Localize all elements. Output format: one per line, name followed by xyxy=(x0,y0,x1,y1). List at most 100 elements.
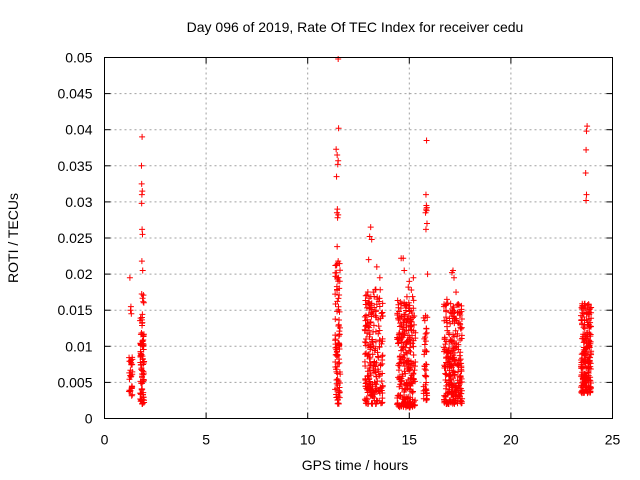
data-point xyxy=(448,391,455,398)
data-point xyxy=(370,322,377,329)
data-points xyxy=(126,55,595,411)
data-point xyxy=(455,389,462,396)
data-point xyxy=(369,351,376,358)
data-point xyxy=(402,339,409,346)
data-point xyxy=(578,351,585,358)
data-point xyxy=(336,341,343,348)
data-point xyxy=(368,313,375,320)
data-point xyxy=(395,362,402,369)
data-point xyxy=(335,400,342,407)
data-point xyxy=(404,357,411,364)
data-point xyxy=(365,300,372,307)
data-point xyxy=(407,366,414,373)
data-point xyxy=(369,306,376,313)
data-point xyxy=(406,308,413,315)
data-point xyxy=(402,307,409,314)
data-point xyxy=(412,378,419,385)
data-point xyxy=(447,309,454,316)
data-point xyxy=(422,387,429,394)
data-point xyxy=(399,346,406,353)
data-point xyxy=(457,374,464,381)
data-point xyxy=(405,332,412,339)
data-point xyxy=(421,341,428,348)
y-tick-labels: 0 0.005 0.01 0.015 0.02 0.025 0.03 0.035 0.04 0.0… xyxy=(57,50,92,427)
data-point xyxy=(141,397,148,404)
data-point xyxy=(410,352,417,359)
data-point xyxy=(364,316,371,323)
data-point xyxy=(586,365,593,372)
data-point xyxy=(368,400,375,407)
plot-frame xyxy=(104,57,613,419)
data-point xyxy=(366,364,373,371)
data-point xyxy=(378,340,385,347)
data-point xyxy=(453,289,460,296)
data-point xyxy=(410,274,417,281)
data-point xyxy=(367,381,374,388)
data-point xyxy=(332,336,339,343)
data-point xyxy=(586,306,593,313)
data-point xyxy=(410,314,417,321)
data-point xyxy=(441,346,448,353)
data-point xyxy=(334,370,341,377)
data-point xyxy=(410,327,417,334)
data-point xyxy=(408,286,415,293)
data-point xyxy=(378,378,385,385)
data-point xyxy=(367,372,374,379)
data-point xyxy=(396,323,403,330)
data-point xyxy=(126,274,133,281)
data-point xyxy=(366,305,373,312)
data-point xyxy=(362,377,369,384)
data-point xyxy=(396,404,403,411)
data-point xyxy=(451,317,458,324)
data-point xyxy=(455,319,462,326)
data-point xyxy=(447,361,454,368)
data-point xyxy=(452,385,459,392)
data-point xyxy=(579,309,586,316)
y-tick-label: 0 xyxy=(85,411,93,427)
data-point xyxy=(583,146,590,153)
data-point xyxy=(400,360,407,367)
data-point xyxy=(379,352,386,359)
data-point xyxy=(408,318,415,325)
data-point xyxy=(421,362,428,369)
data-point xyxy=(584,343,591,350)
data-point xyxy=(366,355,373,362)
data-point xyxy=(404,403,411,410)
data-point xyxy=(139,322,146,329)
data-point xyxy=(394,297,401,304)
data-point xyxy=(441,334,448,341)
data-point xyxy=(586,358,593,365)
data-point xyxy=(455,368,462,375)
data-point xyxy=(423,395,430,402)
y-tick-label: 0.045 xyxy=(57,86,92,102)
data-point xyxy=(450,331,457,338)
data-point xyxy=(335,125,342,132)
x-tick-label: 0 xyxy=(101,432,109,448)
data-point xyxy=(453,333,460,340)
data-point xyxy=(578,316,585,323)
data-point xyxy=(411,321,418,328)
y-tick-label: 0.05 xyxy=(65,50,92,66)
data-point xyxy=(139,355,146,362)
data-point xyxy=(454,302,461,309)
data-point xyxy=(454,309,461,316)
data-point xyxy=(583,373,590,380)
data-point xyxy=(366,331,373,338)
data-point xyxy=(372,286,379,293)
data-point xyxy=(587,350,594,357)
data-point xyxy=(402,311,409,318)
y-tick-label: 0.03 xyxy=(65,194,92,210)
data-point xyxy=(335,295,342,302)
data-point xyxy=(333,262,340,269)
data-point xyxy=(377,315,384,322)
data-point xyxy=(332,364,339,371)
data-point xyxy=(451,313,458,320)
data-point xyxy=(423,325,430,332)
data-point xyxy=(447,300,454,307)
data-point xyxy=(379,390,386,397)
data-point xyxy=(371,379,378,386)
x-tick-label: 15 xyxy=(402,432,418,448)
data-point xyxy=(379,338,386,345)
data-point xyxy=(334,214,341,221)
data-point xyxy=(407,394,414,401)
